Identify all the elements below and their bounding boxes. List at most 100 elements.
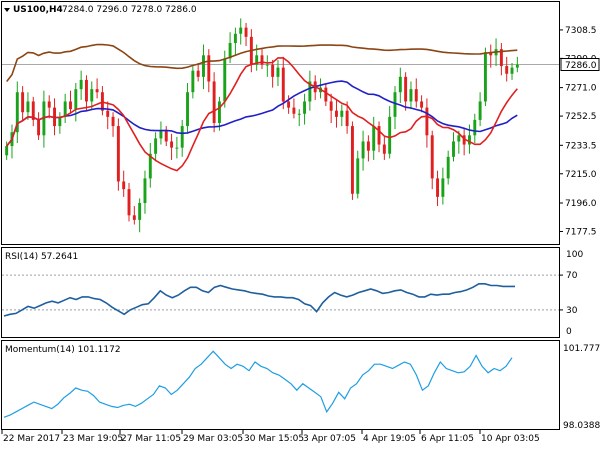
candle-body [446,156,450,179]
candle-body [58,116,62,127]
price-tick-label: 7271.0 [565,84,597,94]
candle-body [5,146,9,156]
candle-body [239,27,243,34]
candle-body [436,178,440,197]
candle-body [388,116,392,154]
candle-body [106,110,110,117]
rsi-tick-label: 30 [566,306,578,316]
momentum-line [3,350,513,418]
candle-body [212,81,216,123]
rsi-tick-label: 70 [566,271,578,281]
candle-body [452,141,455,157]
candle-body [63,101,67,117]
candle-body [457,135,461,142]
candle-body [276,67,280,77]
candle-body [47,101,51,108]
collapse-arrow-icon[interactable] [4,8,10,12]
candle-body [111,116,115,127]
rsi-levels [2,274,559,311]
candle-body [271,64,275,77]
candle-body [398,76,402,93]
candle-body [499,49,503,67]
ma-fast-line [6,57,518,172]
candle-body [473,119,477,136]
rsi-line [3,283,515,317]
candle-body [510,67,514,74]
time-tick-label: 29 Mar 03:05 [183,434,243,444]
candle-body [116,126,120,182]
price-pane [1,1,560,245]
candle-body [202,55,205,77]
candle-body [324,87,328,102]
candle-body [207,55,211,82]
candlestick-series [5,18,519,233]
candle-body [356,158,360,194]
time-tick-label: 30 Mar 15:05 [244,434,304,444]
candle-body [159,130,163,139]
candle-body [255,55,259,65]
candle-body [287,101,291,108]
candle-body [478,101,482,120]
price-ohlc: 7284.0 7296.0 7278.0 7286.0 [62,5,197,15]
candle-body [414,89,418,102]
candle-body [26,101,30,113]
price-tick-label: 7252.5 [565,112,597,122]
candle-body [430,135,434,179]
candle-body [382,144,386,154]
candle-body [186,92,189,127]
rsi-y-axis: 100 70 30 0 [559,250,583,337]
candle-body [366,141,370,151]
candle-body [372,126,376,151]
candle-body [265,64,269,66]
rsi-tick-label: 0 [566,327,572,337]
price-tick-label: 7233.5 [565,141,597,151]
candle-body [21,92,25,113]
candle-body [462,135,466,145]
ma-slow-line [6,43,518,82]
candle-body [191,70,195,93]
candle-body [393,92,397,117]
momentum-tick-label: 98.0388 [563,421,600,431]
candle-body [308,81,312,102]
candle-body [170,141,174,148]
price-y-axis: 7308.57290.07271.07252.57233.57215.07196… [559,26,597,237]
candle-body [489,52,493,56]
rsi-pane [1,247,560,338]
candle-body [377,126,381,145]
candle-body [420,101,424,108]
price-title: US100,H4 [13,5,63,15]
candle-body [303,101,307,114]
momentum-pane [1,340,560,430]
momentum-tick-label: 101.7778 [563,344,600,354]
candle-body [127,189,131,216]
candle-body [340,110,344,117]
candle-body [180,126,184,148]
momentum-y-axis: 101.7778 98.0388 [563,344,600,431]
candle-body [223,58,227,102]
time-tick-label: 6 Apr 11:05 [421,434,474,444]
price-tick-label: 7308.5 [565,26,597,36]
candle-body [244,27,248,37]
candle-body [84,79,88,102]
candle-body [175,147,179,149]
candle-body [69,101,72,110]
candle-body [15,92,19,133]
current-price-label: 7286.0 [565,61,597,71]
candle-body [292,107,296,114]
candle-body [297,113,301,115]
candle-body [148,153,152,179]
candle-body [217,101,221,123]
candle-body [483,52,487,102]
candle-body [335,110,338,117]
candle-body [409,89,413,102]
candle-body [260,55,264,65]
candle-body [233,33,237,43]
current-price-box [560,58,600,71]
candle-body [468,135,471,145]
candle-body [441,178,445,197]
candle-body [79,79,83,90]
rsi-title: RSI(14) 57.2641 [5,252,78,262]
price-tick-label: 7177.5 [565,227,597,237]
time-tick-label: 3 Apr 07:05 [303,434,356,444]
